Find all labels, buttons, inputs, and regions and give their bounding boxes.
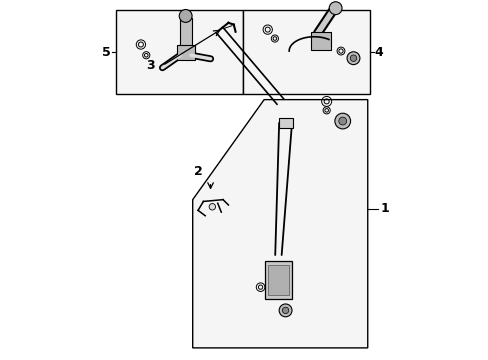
Circle shape	[179, 9, 192, 22]
Circle shape	[338, 117, 346, 125]
Text: 2: 2	[193, 165, 202, 178]
FancyBboxPatch shape	[311, 32, 331, 50]
Circle shape	[334, 113, 350, 129]
Text: 4: 4	[374, 46, 383, 59]
Polygon shape	[192, 100, 367, 348]
Text: 1: 1	[380, 202, 388, 215]
Circle shape	[349, 55, 356, 62]
FancyBboxPatch shape	[116, 10, 242, 94]
Circle shape	[346, 52, 359, 64]
FancyBboxPatch shape	[242, 10, 369, 94]
FancyBboxPatch shape	[179, 18, 191, 49]
Text: 5: 5	[102, 46, 110, 59]
FancyBboxPatch shape	[267, 265, 288, 295]
FancyBboxPatch shape	[264, 261, 291, 299]
Circle shape	[328, 2, 342, 15]
Circle shape	[282, 307, 288, 314]
FancyBboxPatch shape	[278, 118, 292, 128]
FancyBboxPatch shape	[176, 45, 194, 60]
Circle shape	[209, 203, 215, 210]
Text: 3: 3	[146, 59, 155, 72]
Circle shape	[279, 304, 291, 317]
